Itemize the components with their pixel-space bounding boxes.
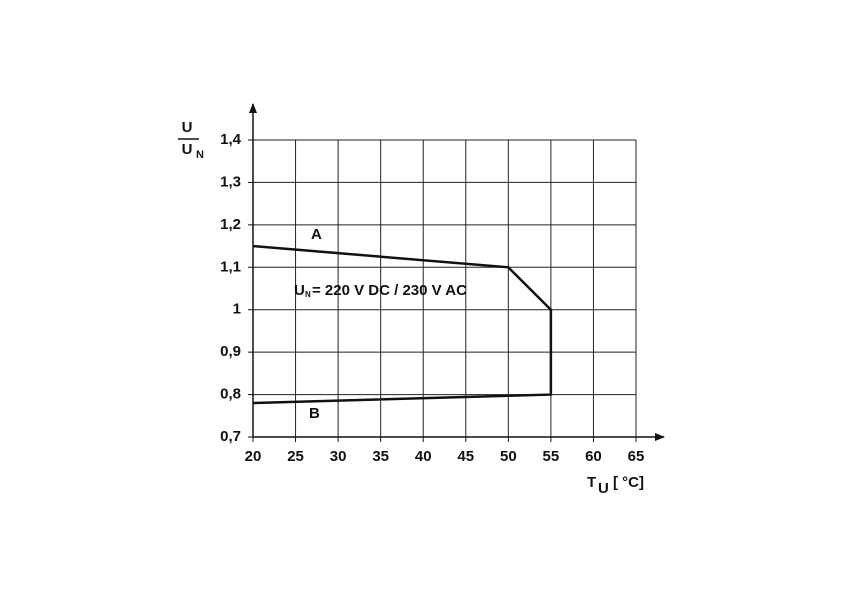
- x-tick-label: 65: [628, 448, 645, 465]
- y-tick-label: 1,2: [220, 216, 241, 233]
- y-label-subscript: N: [196, 149, 204, 161]
- x-tick-label: 50: [500, 448, 517, 465]
- y-tick-label: 1,4: [220, 131, 242, 148]
- rating-subscript: N: [305, 290, 311, 299]
- x-tick-label: 30: [330, 448, 347, 465]
- y-label-numerator: U: [182, 119, 193, 136]
- rating-text: = 220 V DC / 230 V AC: [312, 282, 467, 299]
- grid: [252, 139, 637, 438]
- y-tick-label: 0,9: [220, 343, 241, 360]
- y-label-denominator: U: [182, 141, 193, 158]
- y-tick-label: 0,8: [220, 386, 241, 403]
- x-tick-label: 45: [457, 448, 474, 465]
- y-tick-label: 1,1: [220, 258, 241, 275]
- curve: [252, 244, 553, 405]
- x-tick-label: 40: [415, 448, 432, 465]
- curve-label-b: B: [309, 405, 320, 422]
- x-tick-label: 25: [287, 448, 304, 465]
- rating-symbol: U: [294, 282, 305, 299]
- x-tick-label: 60: [585, 448, 602, 465]
- x-tick-label: 35: [372, 448, 389, 465]
- curve-label-a: A: [311, 226, 322, 243]
- x-label-symbol: T: [587, 474, 596, 491]
- x-tick-label: 55: [543, 448, 560, 465]
- y-tick-label: 0,7: [220, 428, 241, 445]
- y-tick-label: 1: [233, 301, 241, 318]
- x-label-unit: [ °C]: [613, 474, 644, 491]
- y-tick-label: 1,3: [220, 173, 241, 190]
- x-tick-label: 20: [245, 448, 262, 465]
- x-label-subscript: U: [598, 480, 609, 497]
